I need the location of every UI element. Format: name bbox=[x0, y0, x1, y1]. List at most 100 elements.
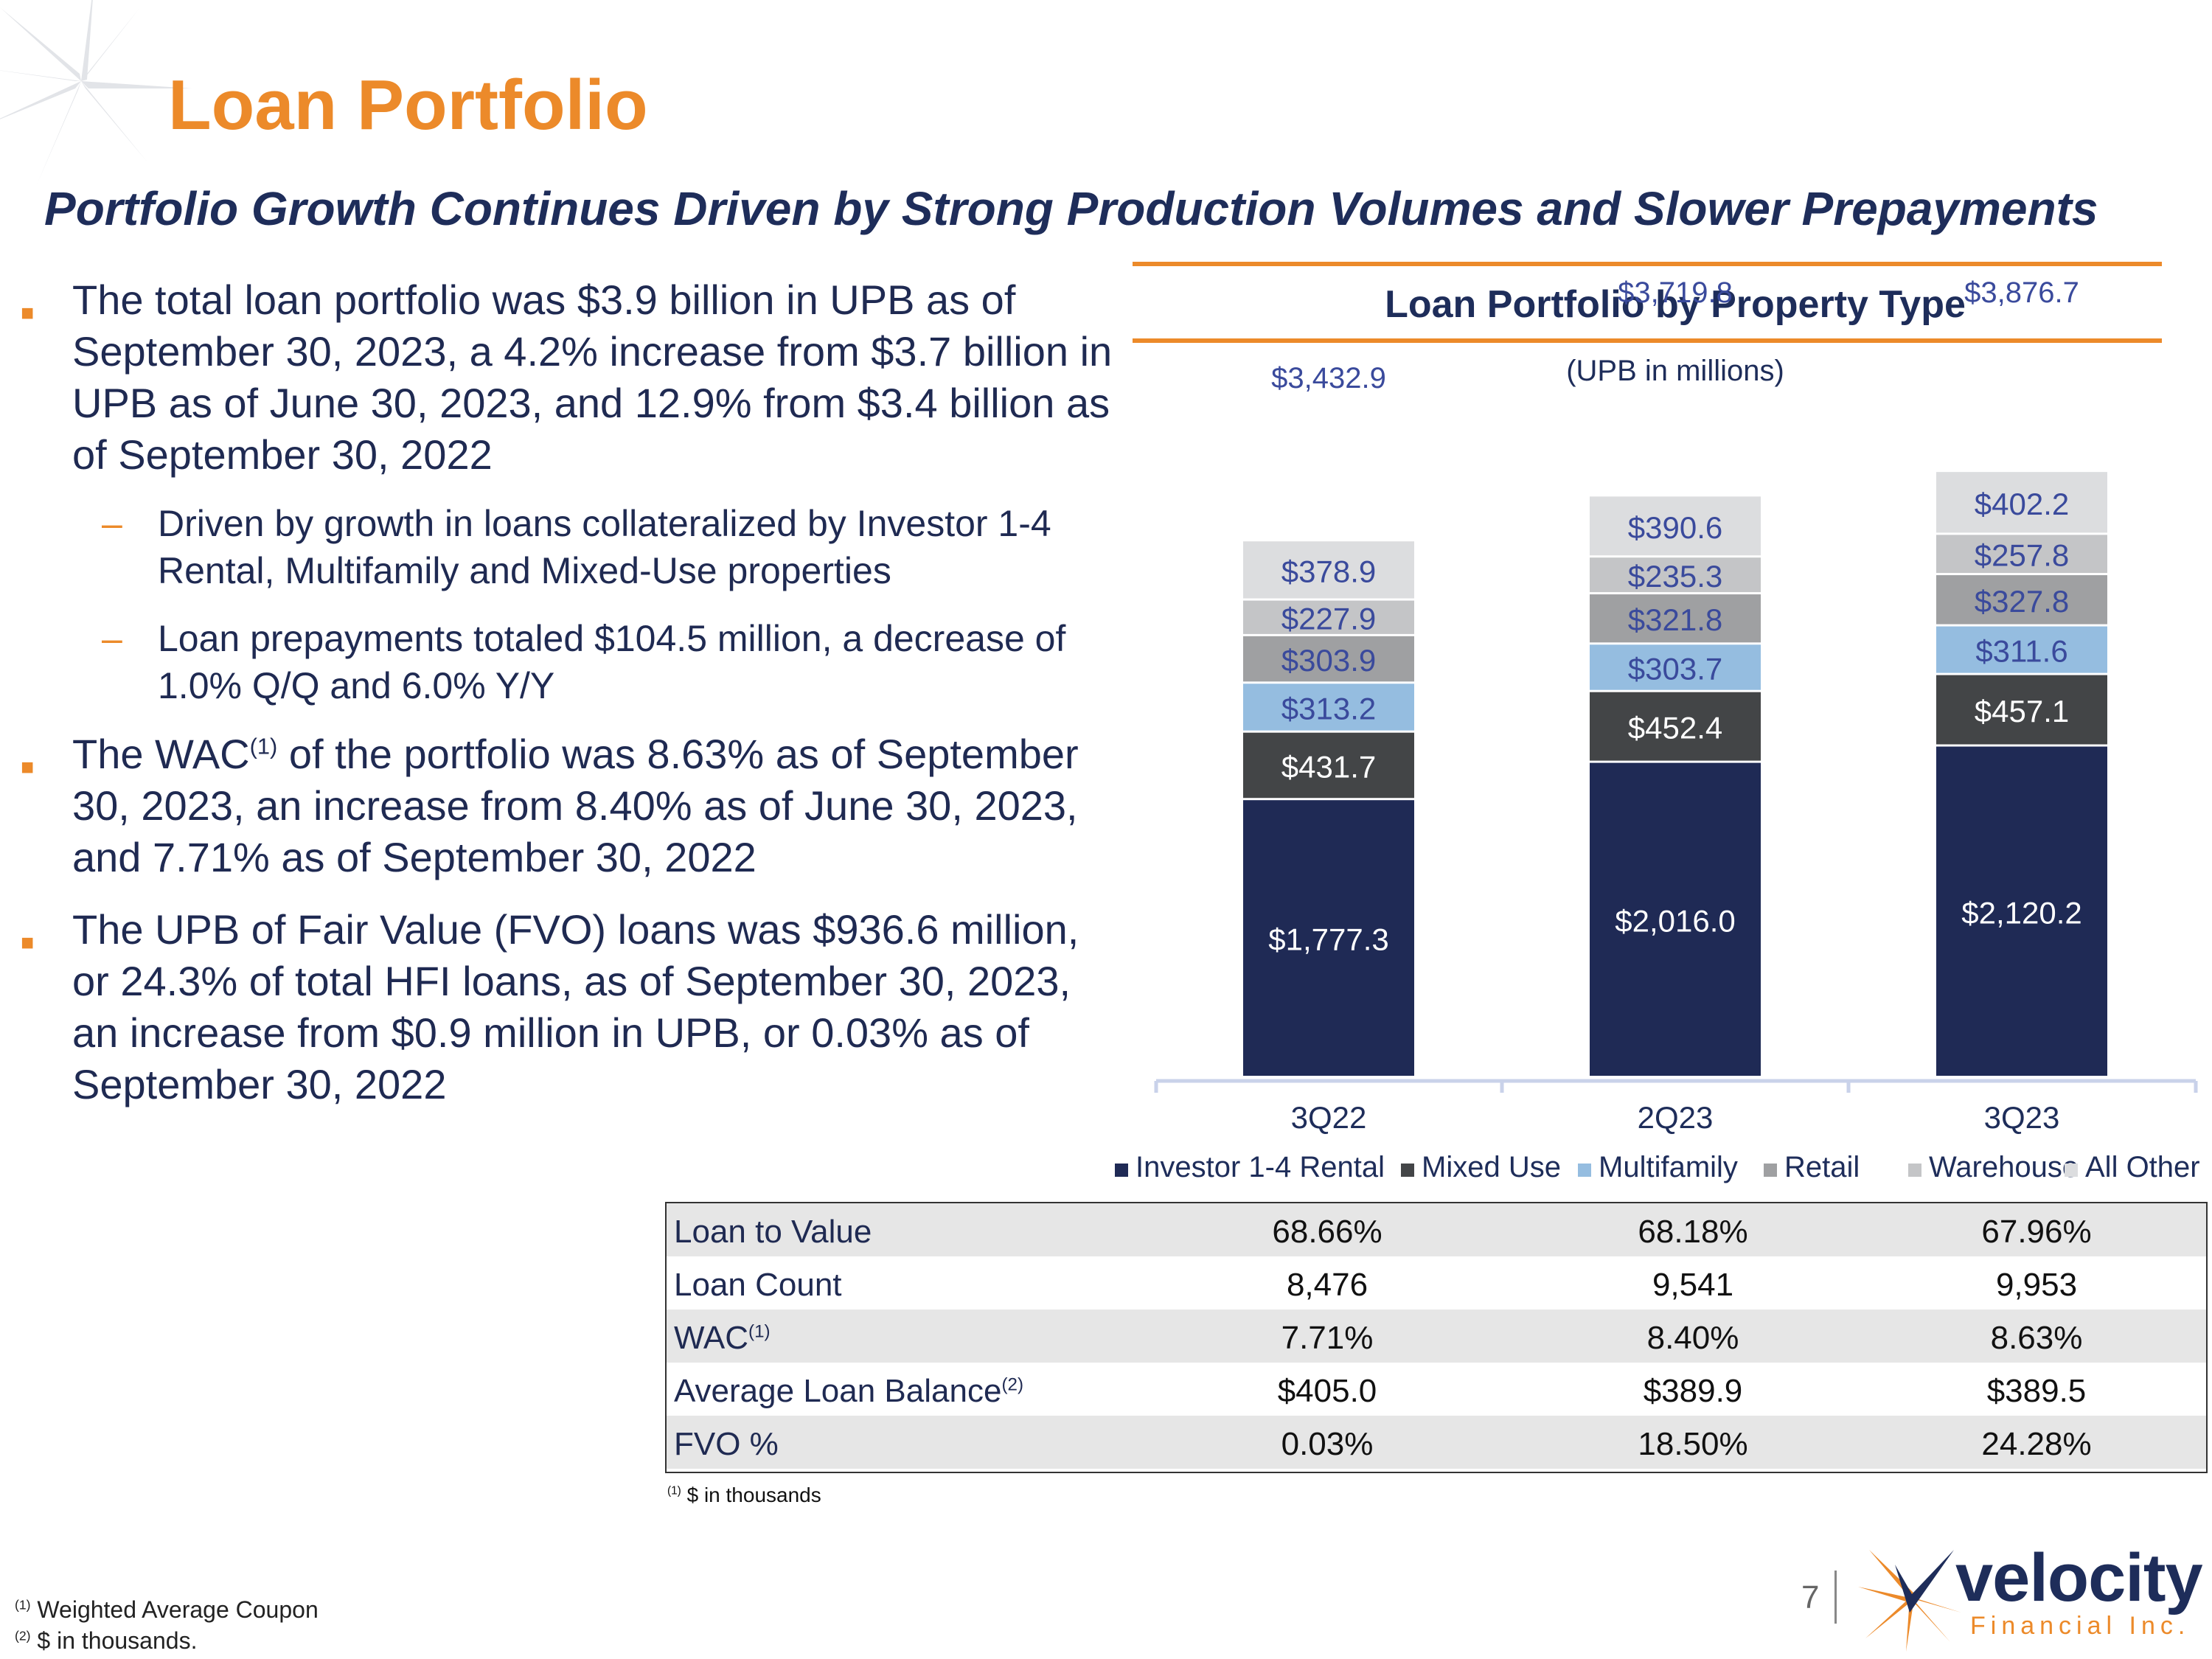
data-label: $457.1 bbox=[1975, 694, 2069, 728]
data-label: $402.2 bbox=[1975, 487, 2069, 521]
legend-swatch bbox=[1908, 1164, 1921, 1177]
bar-segment-3q23-1 bbox=[1936, 675, 2107, 745]
cell-3q23: 24.28% bbox=[1981, 1426, 2092, 1462]
loan-portfolio-chart: Loan Portfolio by Property Type (UPB in … bbox=[1115, 262, 2200, 1183]
data-label: $2,016.0 bbox=[1615, 903, 1736, 938]
total-label: $3,876.7 bbox=[1964, 276, 2079, 309]
legend-label: All Other bbox=[2085, 1151, 2200, 1183]
cell-2q23: $389.9 bbox=[1643, 1373, 1743, 1409]
bar-segment-3q23-2 bbox=[1936, 626, 2107, 673]
data-label: $235.3 bbox=[1628, 559, 1722, 594]
table-row-fvo: FVO % 0.03% 18.50% 24.28% bbox=[667, 1416, 2206, 1469]
legend-swatch bbox=[1578, 1164, 1591, 1177]
cell-3q22: $405.0 bbox=[1277, 1373, 1377, 1409]
cell-2q23: 9,541 bbox=[1652, 1267, 1734, 1303]
data-label: $431.7 bbox=[1281, 749, 1376, 784]
data-label: $2,120.2 bbox=[1961, 895, 2082, 930]
page-subtitle: Portfolio Growth Continues Driven by Str… bbox=[44, 182, 2098, 235]
bar-segment-2q23-3 bbox=[1590, 594, 1761, 643]
bar-segment-2q23-4 bbox=[1590, 557, 1761, 593]
bar-segment-3q23-3 bbox=[1936, 575, 2107, 625]
data-label: $311.6 bbox=[1975, 634, 2067, 669]
chart-title: Loan Portfolio by Property Type bbox=[1385, 283, 1966, 326]
data-label: $1,777.3 bbox=[1268, 922, 1389, 957]
bullet-text: The UPB of Fair Value (FVO) loans was $9… bbox=[72, 906, 1079, 1107]
cell-2q23: 8.40% bbox=[1646, 1320, 1739, 1356]
cell-3q22: 68.66% bbox=[1272, 1214, 1382, 1250]
footnote-1: (1) Weighted Average Coupon bbox=[15, 1596, 319, 1623]
table-row-loan-count: Loan Count 8,476 9,541 9,953 bbox=[667, 1256, 2206, 1310]
bar-segment-3q23-4 bbox=[1936, 535, 2107, 574]
star-graphic bbox=[0, 0, 192, 184]
cell-3q22: 7.71% bbox=[1281, 1320, 1374, 1356]
x-tick-label: 3Q23 bbox=[1984, 1100, 2060, 1135]
row-label: Loan to Value bbox=[674, 1214, 872, 1250]
bar-segment-3q22-0 bbox=[1243, 800, 1414, 1076]
bar-segment-3q22-1 bbox=[1243, 732, 1414, 799]
bullet-marker: ■ bbox=[21, 931, 35, 955]
x-tick-label: 3Q22 bbox=[1291, 1100, 1367, 1135]
bar-segment-3q22-5 bbox=[1243, 541, 1414, 599]
cell-3q23: 9,953 bbox=[1995, 1267, 2078, 1303]
cell-2q23: 18.50% bbox=[1638, 1426, 1748, 1462]
data-label: $313.2 bbox=[1281, 691, 1376, 726]
page-number: 7 bbox=[1801, 1579, 1820, 1615]
data-label: $327.8 bbox=[1975, 584, 2069, 619]
bar-segment-3q22-3 bbox=[1243, 636, 1414, 682]
row-label: Loan Count bbox=[674, 1267, 842, 1303]
chart-subtitle: (UPB in millions) bbox=[1566, 355, 1784, 387]
x-tick-label: 2Q23 bbox=[1638, 1100, 1714, 1135]
bar-segment-3q23-0 bbox=[1936, 746, 2107, 1076]
cell-3q22: 0.03% bbox=[1281, 1426, 1374, 1462]
footnote-2: (2) $ in thousands. bbox=[15, 1627, 198, 1654]
bar-segment-2q23-5 bbox=[1590, 496, 1761, 556]
footnotes: (1) Weighted Average Coupon (2) $ in tho… bbox=[15, 1594, 319, 1656]
data-label: $257.8 bbox=[1975, 538, 2069, 573]
velocity-logo-icon bbox=[1858, 1550, 1961, 1652]
data-label: $227.9 bbox=[1281, 602, 1376, 636]
table-row-avg-balance: Average Loan Balance(2) $405.0 $389.9 $3… bbox=[667, 1363, 2206, 1416]
total-label: $3,719.8 bbox=[1618, 276, 1733, 309]
page-title: Loan Portfolio bbox=[168, 66, 648, 145]
row-label: FVO % bbox=[674, 1426, 779, 1462]
legend-label: Investor 1-4 Rental bbox=[1135, 1151, 1385, 1183]
table-row-ltv: Loan to Value 68.66% 68.18% 67.96% bbox=[667, 1203, 2206, 1256]
dash-marker: – bbox=[102, 503, 122, 544]
total-label: $3,432.9 bbox=[1271, 362, 1386, 394]
bullet-marker: ■ bbox=[21, 755, 35, 779]
cell-3q23: $389.5 bbox=[1986, 1373, 2087, 1409]
cell-3q22: 8,476 bbox=[1286, 1267, 1368, 1303]
cell-3q23: 8.63% bbox=[1990, 1320, 2083, 1356]
bullet-marker: ■ bbox=[21, 301, 35, 325]
data-label: $321.8 bbox=[1628, 602, 1722, 637]
logo-wordmark: velocity bbox=[1955, 1540, 2203, 1615]
footer-divider bbox=[1834, 1571, 1837, 1624]
data-label: $303.7 bbox=[1628, 652, 1722, 686]
data-label: $378.9 bbox=[1281, 554, 1376, 588]
table-note: (1) $ in thousands bbox=[667, 1484, 821, 1506]
chart-legend: Investor 1-4 Rental Mixed Use Multifamily R… bbox=[1115, 1151, 2200, 1183]
sub-bullet-text: Driven by growth in loans collateralized… bbox=[158, 503, 1051, 591]
cell-2q23: 68.18% bbox=[1638, 1214, 1748, 1250]
legend-label: Warehouse bbox=[1929, 1151, 2079, 1183]
chart-bars: $1,777.3 $431.7 $313.2 $303.9 $227.9 $378.9 $3… bbox=[1243, 276, 2107, 1076]
bar-segment-2q23-0 bbox=[1590, 762, 1761, 1076]
legend-swatch bbox=[1764, 1164, 1777, 1177]
logo-subtitle: Financial Inc. bbox=[1970, 1612, 2191, 1640]
row-label: WAC(1) bbox=[674, 1320, 771, 1356]
table-row-wac: WAC(1) 7.71% 8.40% 8.63% bbox=[667, 1310, 2206, 1363]
legend-swatch bbox=[1115, 1164, 1128, 1177]
legend-label: Mixed Use bbox=[1422, 1151, 1561, 1183]
data-label: $452.4 bbox=[1628, 711, 1722, 745]
data-label: $303.9 bbox=[1281, 643, 1376, 678]
bar-segment-2q23-2 bbox=[1590, 644, 1761, 690]
legend-label: Multifamily bbox=[1599, 1151, 1738, 1183]
bar-segment-2q23-1 bbox=[1590, 692, 1761, 761]
legend-swatch bbox=[1401, 1164, 1414, 1177]
metrics-table: Loan to Value 68.66% 68.18% 67.96% Loan … bbox=[665, 1202, 2208, 1473]
cell-3q23: 67.96% bbox=[1981, 1214, 2092, 1250]
bullet-text: The total loan portfolio was $3.9 billio… bbox=[72, 276, 1113, 478]
bar-segment-3q22-4 bbox=[1243, 600, 1414, 634]
legend-swatch bbox=[2065, 1164, 2078, 1177]
bar-segment-3q23-5 bbox=[1936, 472, 2107, 533]
